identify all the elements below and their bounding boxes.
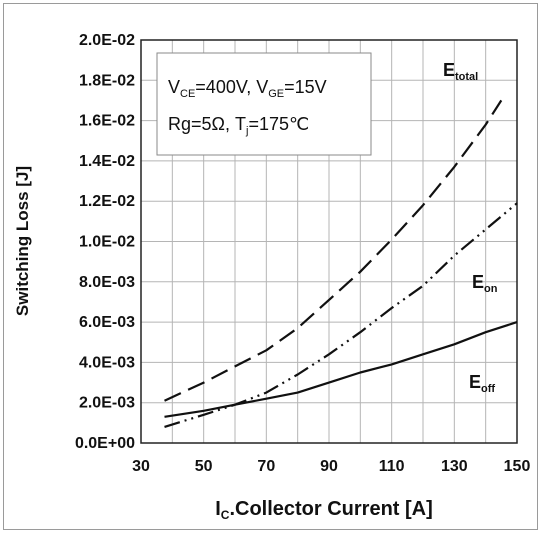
- x-tick-label: 50: [195, 458, 213, 475]
- x-tick-label: 150: [504, 458, 531, 475]
- conditions-line-2: Rg=5Ω, Tj=175℃: [168, 114, 309, 137]
- series-line-total: [164, 99, 503, 402]
- y-tick-labels: 0.0E+00 2.0E-03 4.0E-03 6.0E-03 8.0E-03 1.0E-…: [75, 32, 135, 452]
- y-tick-label: 1.2E-02: [79, 193, 135, 210]
- x-tick-label: 130: [441, 458, 468, 475]
- conditions-box: [156, 52, 372, 156]
- plot-area: [140, 39, 518, 444]
- series-line-off: [164, 321, 518, 418]
- x-tick-label: 110: [379, 458, 405, 475]
- y-tick-label: 2.0E-02: [79, 32, 135, 49]
- series-label-etotal: Etotal: [443, 60, 478, 83]
- y-tick-label: 2.0E-03: [79, 395, 135, 412]
- x-tick-label: 90: [320, 458, 338, 475]
- conditions-line-1: VCE=400V, VGE=15V: [168, 77, 327, 100]
- series-line-on: [164, 202, 518, 428]
- y-tick-label: 1.0E-02: [79, 234, 135, 251]
- y-tick-label: 1.4E-02: [79, 153, 135, 170]
- y-tick-label: 6.0E-03: [79, 314, 135, 331]
- series-label-eoff: Eoff: [469, 372, 495, 395]
- series-labels: Etotal Eon Eoff: [443, 60, 498, 395]
- y-tick-label: 1.8E-02: [79, 72, 135, 89]
- y-tick-label: 0.0E+00: [75, 435, 135, 452]
- y-tick-label: 4.0E-03: [79, 354, 135, 371]
- y-tick-label: 1.6E-02: [79, 113, 135, 130]
- y-tick-label: 8.0E-03: [79, 274, 135, 291]
- x-tick-labels: 30 50 70 90 110 130 150: [132, 458, 530, 475]
- x-tick-label: 30: [132, 458, 150, 475]
- series-label-eon: Eon: [472, 272, 498, 295]
- x-tick-label: 70: [257, 458, 275, 475]
- series-lines: [164, 99, 518, 428]
- x-axis-title: IC.Collector Current [A]: [215, 498, 433, 522]
- y-axis-title: Switching Loss [J]: [13, 166, 32, 316]
